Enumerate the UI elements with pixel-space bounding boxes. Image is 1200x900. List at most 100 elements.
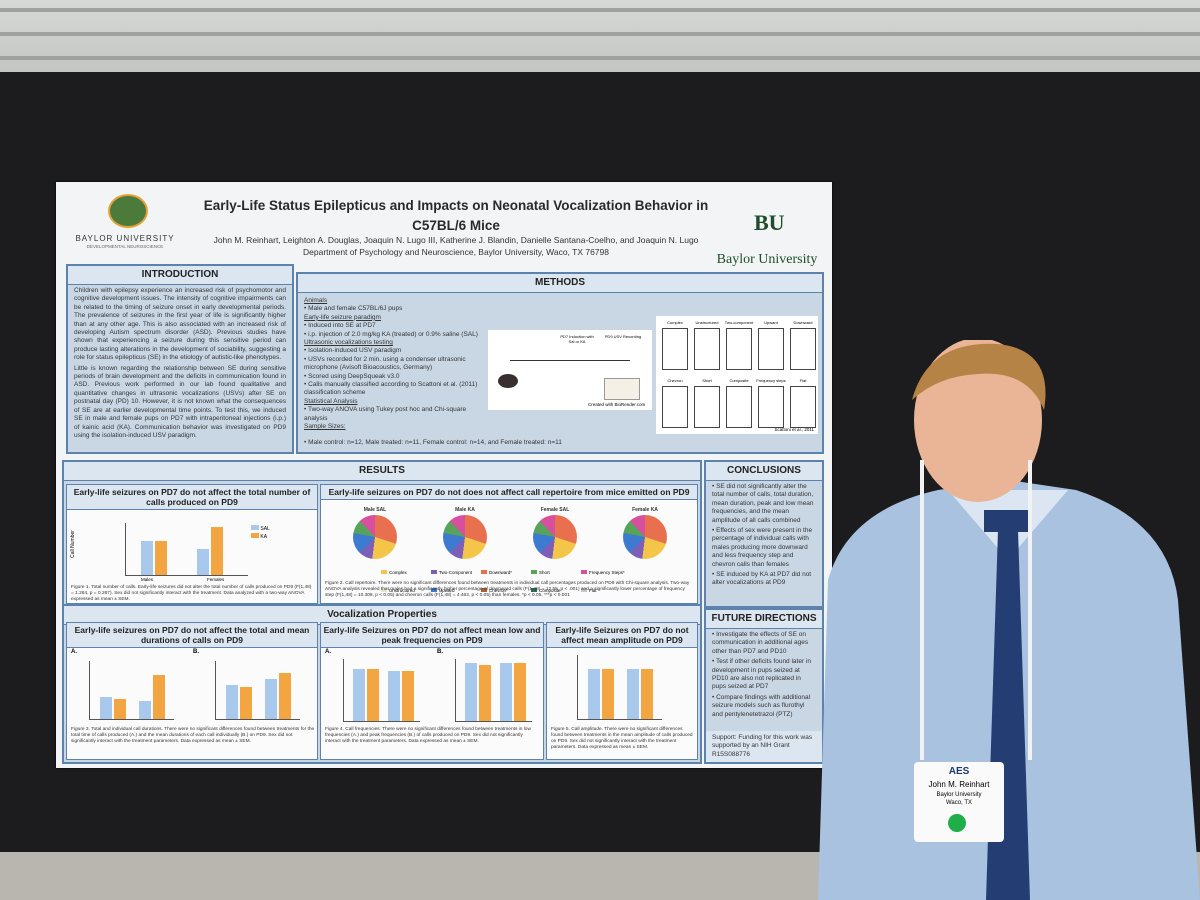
pie-legend-item: Flat [581,588,631,593]
badge-green-dot [948,814,966,832]
poster-title: Early-Life Status Epilepticus and Impact… [203,198,709,233]
amplitude-box: Early-life Seizures on PD7 do not affect… [546,622,698,760]
chart-bar [264,679,277,719]
call-type-spectrogram [662,328,688,370]
pie-label: Female KA [632,507,658,513]
call-type-spectrogram [790,386,816,428]
conclusion-item: • SE induced by KA at PD7 did not alter … [712,571,812,587]
pie-legend-item: Complex [381,570,431,575]
chart-bar [465,663,478,721]
chart-bar [138,701,151,719]
total-calls-chart [125,523,248,576]
call-repertoire-box: Early-life seizures on PD7 do not does n… [320,484,698,604]
chart-bar [226,685,239,719]
funding-note: Support: Funding for this work was suppo… [706,730,822,762]
name-badge: AES John M. Reinhart Baylor University W… [914,762,1004,842]
call-type-label: Short [702,378,712,383]
poster-authors: John M. Reinhart, Leighton A. Douglas, J… [213,235,699,257]
brain-icon [108,194,148,228]
vocalization-panel: Vocalization Properties Early-life seizu… [62,604,702,764]
call-type-spectrogram [790,328,816,370]
call-type-spectrogram [758,328,784,370]
conclusion-item: • SE did not significantly alter the tot… [712,483,814,524]
call-type-label: Two-component [724,320,754,325]
baylor-neuroscience-logo: BAYLOR UNIVERSITY DEVELOPMENTAL NEUROSCI… [70,188,180,260]
call-type-spectrogram [758,386,784,428]
pie-legend-item: Short [531,570,581,575]
research-poster: BAYLOR UNIVERSITY DEVELOPMENTAL NEUROSCI… [56,182,832,768]
conclusion-item: • Effects of sex were present in the per… [712,527,813,568]
legend-sal: SAL [251,525,270,532]
call-type-label: Flat [799,378,807,383]
call-repertoire-pie [533,515,577,559]
badge-institution: Baylor University [936,792,982,798]
future-direction-item: • Compare findings with additional seizu… [712,693,811,718]
legend-ka: KA [251,533,267,540]
results-panel: RESULTS Early-life seizures on PD7 do no… [62,460,702,608]
chart-bar [367,669,380,721]
call-repertoire-pie [623,515,667,559]
pie-label: Male SAL [363,507,387,513]
timeline-diagram: PD7 Induction with Sal or KA PD9 USV Rec… [488,330,652,410]
chart-bar [114,699,127,719]
badge-city: Waco, TX [945,800,972,806]
chart-bar [100,697,113,719]
baylor-university-logo: BU Baylor University [716,210,818,267]
call-type-spectrogram [694,328,720,370]
chart-bar [588,669,601,719]
pie-label: Female SAL [540,507,570,513]
chart-bar [196,549,209,575]
call-type-label: Unstructured [695,320,719,325]
call-repertoire-pie [443,515,487,559]
call-type-spectrogram [662,386,688,428]
pie-label: Male KA [455,507,475,513]
pie-legend-item: Downward* [481,570,531,575]
pie-legend-item: Unstructured [381,588,431,593]
chart-bar [479,665,492,721]
chart-bar [500,663,513,721]
call-type-grid: Complex Unstructured Two-component Upward Do… [656,316,818,434]
total-calls-box: Early-life seizures on PD7 do not affect… [66,484,318,604]
call-type-label: Upward [764,320,778,325]
call-type-label: Downward [793,320,813,325]
call-type-label: Complex [667,320,683,325]
methods-panel: METHODS Animals • Male and female C57BL/… [296,272,824,454]
call-type-label: Composite [729,378,749,383]
badge-org: AES [948,766,970,777]
chart-bar [278,673,291,719]
pie-legend-item: Frequency Steps* [581,570,631,575]
pie-legend-item: Upward [431,588,481,593]
call-repertoire-pie [353,515,397,559]
intro-paragraph-1: Children with epilepsy experience an inc… [74,287,286,362]
future-direction-item: • Test if other deficits found later in … [712,658,811,691]
call-type-label: Chevron [667,378,683,383]
chart-bar [388,671,401,721]
chart-bar [626,669,639,719]
conclusions-panel: CONCLUSIONS • SE did not significantly a… [704,460,824,608]
chart-bar [140,541,153,575]
call-type-spectrogram [726,386,752,428]
chart-bar [240,687,253,719]
chart-bar [210,527,223,575]
chart-bar [152,675,165,719]
chart-bar [402,671,415,721]
chart-bar [602,669,615,719]
intro-paragraph-2: Little is known regarding the relationsh… [74,364,286,439]
chart-bar [640,669,653,719]
badge-name: John M. Reinhart [928,780,990,789]
call-type-label: Frequency steps [756,378,786,383]
future-directions-panel: FUTURE DIRECTIONS • Investigate the effe… [704,608,824,764]
total-calls-ylabel: Call Number [69,530,76,558]
pie-legend-item: Chevron* [481,588,531,593]
duration-box: Early-life seizures on PD7 do not affect… [66,622,318,760]
future-direction-item: • Investigate the effects of SE on commu… [712,631,809,655]
introduction-panel: INTRODUCTION Children with epilepsy expe… [66,264,294,454]
presenter-photo [818,340,1200,900]
call-type-spectrogram [726,328,752,370]
chart-bar [514,663,527,721]
call-type-spectrogram [694,386,720,428]
chart-bar [353,669,366,721]
pie-legend-item: Two-Component [431,570,481,575]
chart-bar [154,541,167,575]
pie-legend-item: Composite [531,588,581,593]
